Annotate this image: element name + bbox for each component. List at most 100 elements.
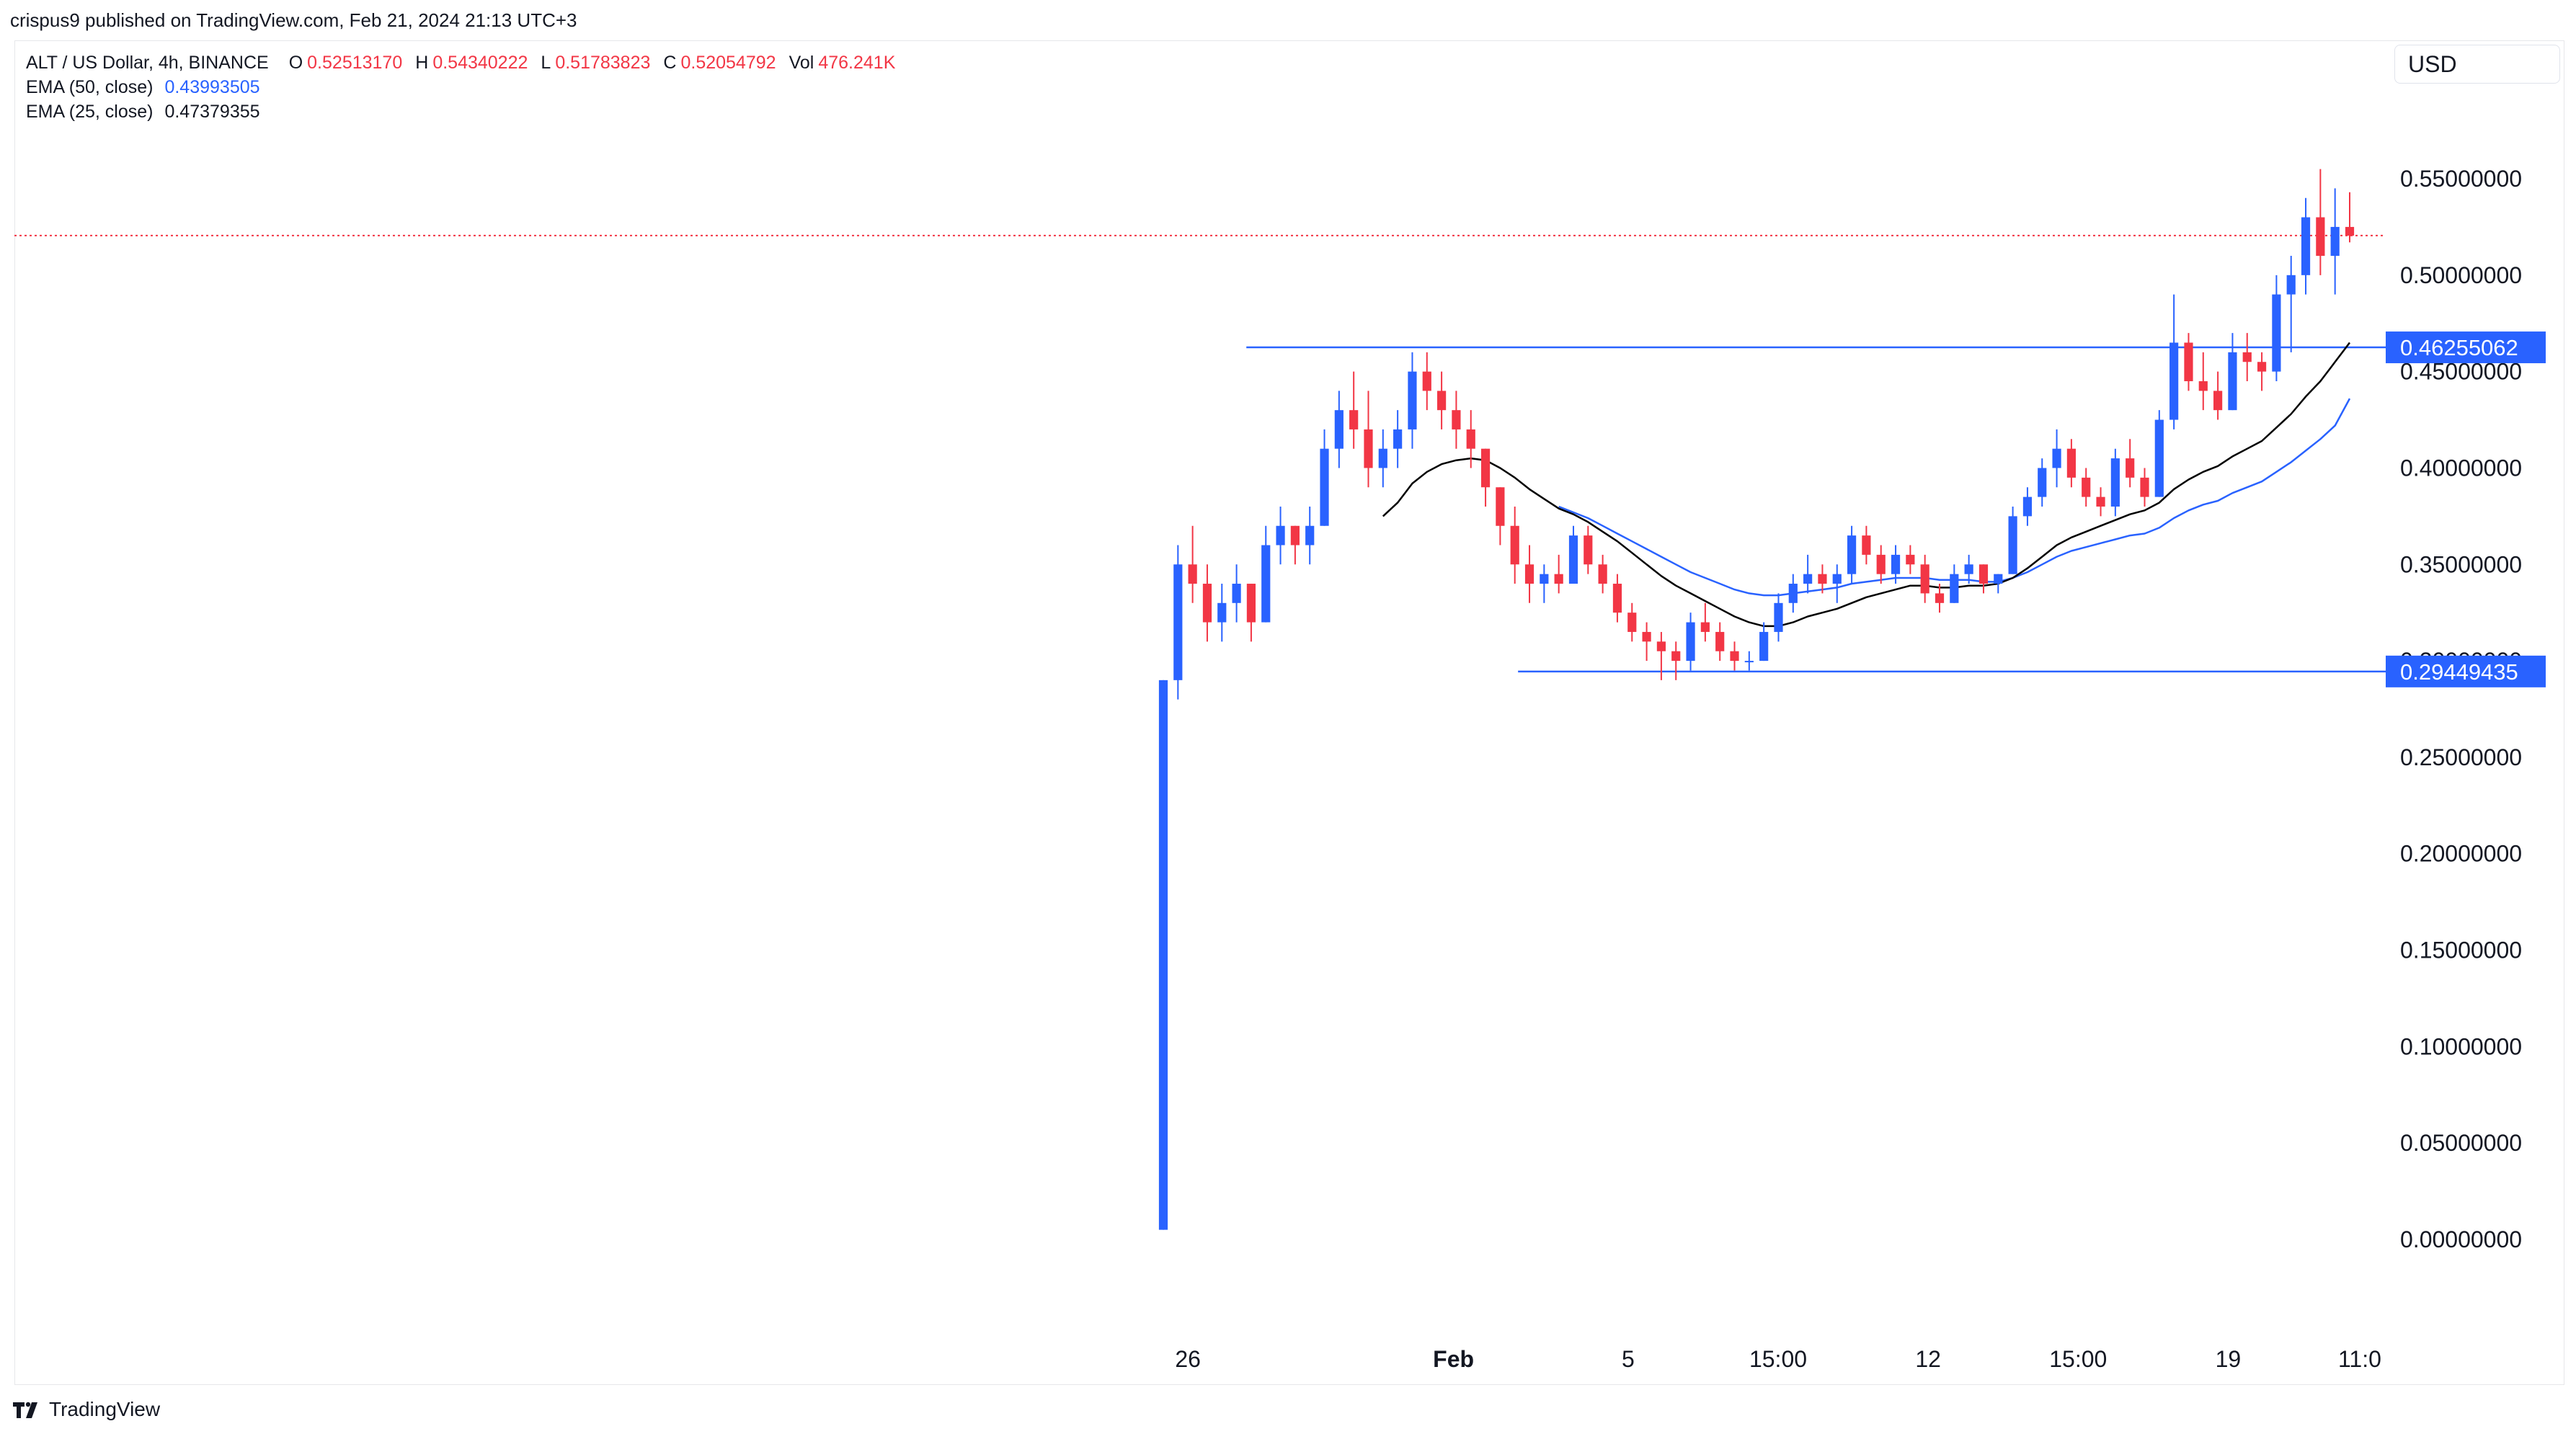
candle-body[interactable] xyxy=(2022,496,2033,517)
candle-body[interactable] xyxy=(1334,410,1343,449)
candle-body[interactable] xyxy=(1378,448,1387,468)
candle-body[interactable] xyxy=(2169,342,2179,420)
candle-body[interactable] xyxy=(1642,631,1651,642)
candle-body[interactable] xyxy=(1158,680,1168,1230)
y-tick-label: 0.05000000 xyxy=(2400,1130,2522,1156)
candle-body[interactable] xyxy=(1437,391,1447,411)
candle-body[interactable] xyxy=(1671,651,1681,662)
candle-body[interactable] xyxy=(2110,458,2120,507)
candle-body[interactable] xyxy=(2096,496,2105,507)
ema25-row[interactable]: EMA (25, close) 0.47379355 xyxy=(26,99,895,124)
candle-body[interactable] xyxy=(1408,371,1417,429)
candle-body[interactable] xyxy=(2242,352,2252,362)
candle-body[interactable] xyxy=(1715,631,1725,651)
candle-body[interactable] xyxy=(1950,574,1959,603)
candle-body[interactable] xyxy=(1656,641,1666,651)
candle-body[interactable] xyxy=(1305,525,1315,545)
candle-body[interactable] xyxy=(1686,622,1695,662)
candle-body[interactable] xyxy=(2257,362,2267,372)
candle-body[interactable] xyxy=(1261,545,1271,623)
candle-body[interactable] xyxy=(1920,564,1929,594)
candle-body[interactable] xyxy=(1540,574,1549,584)
candle-body[interactable] xyxy=(2126,458,2135,478)
candle-body[interactable] xyxy=(1246,584,1256,623)
candle-body[interactable] xyxy=(1744,661,1754,663)
candle-body[interactable] xyxy=(1832,574,1842,584)
candle-body[interactable] xyxy=(1393,429,1403,449)
candle-body[interactable] xyxy=(2154,419,2164,497)
candle-body[interactable] xyxy=(1290,525,1300,545)
candle-body[interactable] xyxy=(1803,574,1813,584)
candle-body[interactable] xyxy=(2008,516,2017,574)
publisher-info: crispus9 published on TradingView.com, F… xyxy=(10,9,577,31)
candle-body[interactable] xyxy=(1818,574,1827,584)
candle-body[interactable] xyxy=(2213,391,2223,411)
candle-body[interactable] xyxy=(1554,574,1563,584)
candle-body[interactable] xyxy=(1598,564,1607,584)
candle-body[interactable] xyxy=(1422,371,1431,391)
candle-body[interactable] xyxy=(1188,564,1197,584)
candle-body[interactable] xyxy=(1452,410,1461,429)
candle-body[interactable] xyxy=(1891,554,1901,574)
tradingview-logo-icon xyxy=(13,1402,37,1418)
candle-body[interactable] xyxy=(1964,564,1973,574)
candle-body[interactable] xyxy=(1906,554,1915,565)
candle-body[interactable] xyxy=(1700,622,1710,632)
candle-body[interactable] xyxy=(2038,468,2047,497)
candle-body[interactable] xyxy=(2345,226,2355,236)
candle-body[interactable] xyxy=(1496,487,1505,526)
candle-body[interactable] xyxy=(1232,584,1241,603)
y-tick-label: 0.35000000 xyxy=(2400,551,2522,577)
candle-body[interactable] xyxy=(1466,429,1475,449)
candle-body[interactable] xyxy=(1202,584,1212,623)
candle-body[interactable] xyxy=(1524,564,1535,584)
x-tick-label: 11:0 xyxy=(2338,1346,2381,1372)
candle-body[interactable] xyxy=(1584,535,1593,565)
candle-body[interactable] xyxy=(1612,584,1622,613)
candle-body[interactable] xyxy=(2066,448,2076,478)
candle-body[interactable] xyxy=(1480,448,1491,488)
candle-body[interactable] xyxy=(1568,535,1578,584)
candle-body[interactable] xyxy=(2301,217,2311,275)
candle-body[interactable] xyxy=(2286,275,2296,295)
currency-selector[interactable]: USD xyxy=(2394,45,2560,84)
candle-body[interactable] xyxy=(1847,535,1857,574)
volume-value: 476.241K xyxy=(818,53,896,73)
candle-body[interactable] xyxy=(1876,554,1886,574)
candle-body[interactable] xyxy=(1320,448,1329,526)
ema50-row[interactable]: EMA (50, close) 0.43993505 xyxy=(26,75,895,99)
symbol-label[interactable]: ALT / US Dollar, 4h, BINANCE xyxy=(26,53,269,73)
candle-body[interactable] xyxy=(1627,613,1637,632)
candle-body[interactable] xyxy=(2272,294,2281,372)
ema25-line xyxy=(1382,342,2350,628)
candle-body[interactable] xyxy=(1349,410,1359,429)
candle-body[interactable] xyxy=(2082,477,2091,497)
candle-body[interactable] xyxy=(2140,477,2149,497)
candle-body[interactable] xyxy=(2184,342,2193,382)
candle-body[interactable] xyxy=(1217,602,1227,623)
candle-body[interactable] xyxy=(2228,352,2237,411)
candle-body[interactable] xyxy=(2330,226,2340,257)
candle-body[interactable] xyxy=(1730,651,1739,662)
candle-body[interactable] xyxy=(1510,525,1519,565)
candle-body[interactable] xyxy=(1364,429,1373,468)
tradingview-brand[interactable]: TradingView xyxy=(13,1398,160,1421)
ema50-label: EMA (50, close) xyxy=(26,77,154,97)
candle-body[interactable] xyxy=(1978,564,1989,584)
x-tick-label: 15:00 xyxy=(2049,1346,2107,1372)
candle-body[interactable] xyxy=(2052,448,2061,468)
candle-body[interactable] xyxy=(1774,602,1783,632)
chart-frame[interactable] xyxy=(14,40,2564,1385)
candle-body[interactable] xyxy=(1862,535,1871,555)
ema25-value: 0.47379355 xyxy=(164,102,260,122)
candle-body[interactable] xyxy=(1759,631,1769,662)
candle-body[interactable] xyxy=(1935,593,1945,603)
candle-body[interactable] xyxy=(2198,381,2208,391)
candle-body[interactable] xyxy=(1276,525,1285,545)
candle-body[interactable] xyxy=(2316,217,2325,257)
candle-body[interactable] xyxy=(1994,574,2003,584)
y-tick-label: 0.10000000 xyxy=(2400,1033,2522,1059)
candle-body[interactable] xyxy=(1173,564,1183,680)
candle-body[interactable] xyxy=(1788,584,1798,603)
